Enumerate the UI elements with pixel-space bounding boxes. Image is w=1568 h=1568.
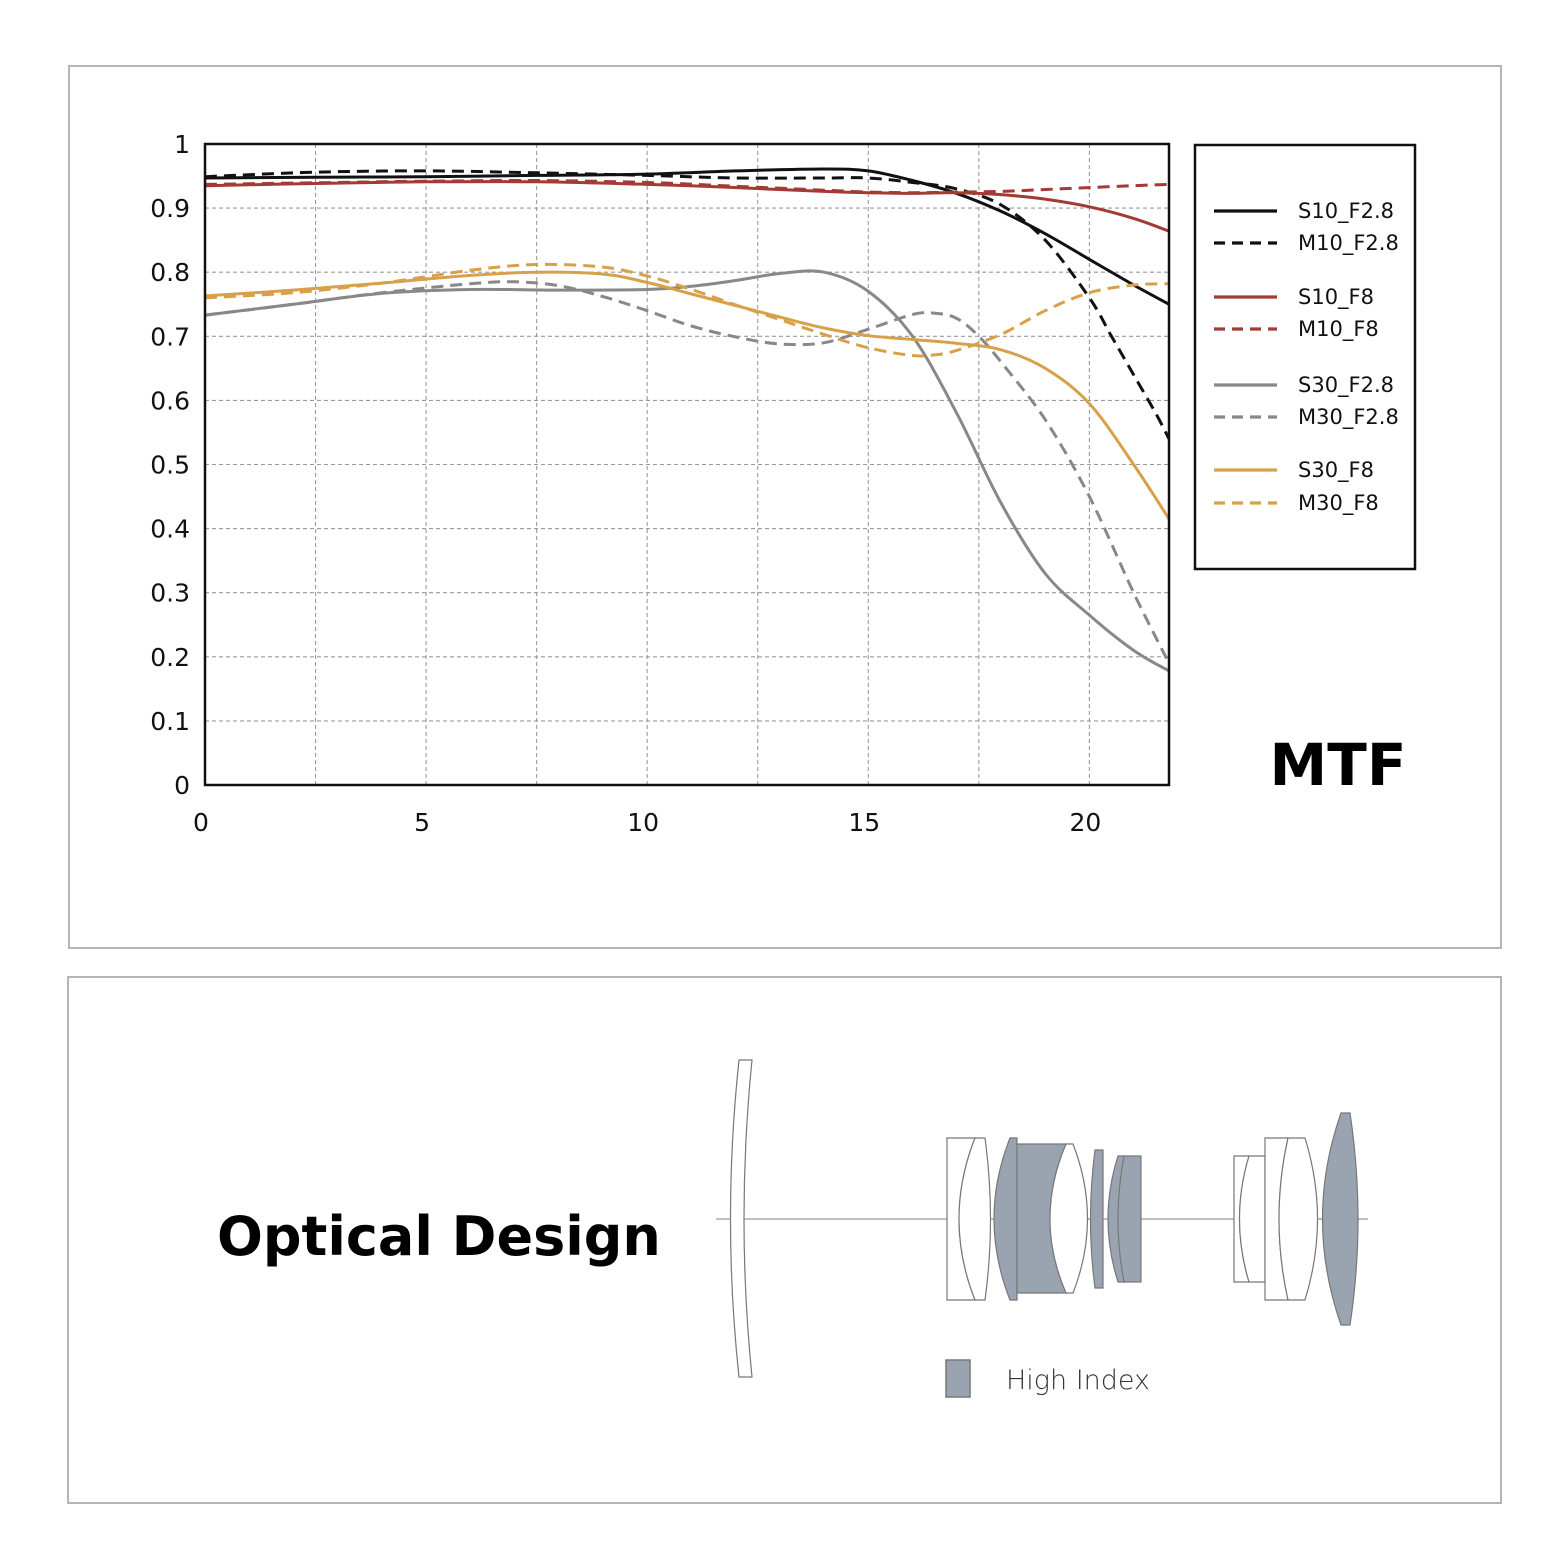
y-tick-label: 0.6 [150,386,190,415]
optical-design-title: Optical Design [217,1205,661,1268]
series-line-s30-f2-8 [204,269,1170,673]
y-tick-label: 1 [174,130,190,159]
series-line-m10-f2-8 [204,169,1171,440]
y-tick-label: 0.2 [150,643,190,672]
y-tick-label: 0.3 [150,579,190,608]
high-index-swatch [945,1359,971,1398]
legend-label: M30_F8 [1298,491,1379,516]
legend-label: S30_F8 [1298,458,1374,483]
legend-label: M10_F8 [1298,317,1379,342]
chart-curves [204,167,1171,673]
high-index-label: High Index [1006,1365,1150,1396]
y-tick-label: 0 [174,771,190,800]
x-tick-label: 10 [627,808,659,837]
lens-diagram: High Index [716,1059,1368,1398]
lens-element-9-high-index [1117,1155,1142,1283]
x-tick-label: 20 [1069,808,1101,837]
series-line-s30-f8 [204,270,1171,520]
y-tick-label: 0.5 [150,451,190,480]
legend-label: S30_F2.8 [1298,373,1394,398]
x-tick-label: 0 [193,808,209,837]
legend-box [1193,143,1417,571]
lens-element-4-high-index [993,1137,1018,1301]
y-tick-label: 0.8 [150,258,190,287]
lens-element-1 [729,1059,753,1378]
plot-frame [203,142,1171,787]
chart-title: MTF [1270,731,1407,799]
legend-label: S10_F2.8 [1298,199,1394,224]
x-tick-label: 5 [414,808,430,837]
lens-element-7-high-index [1089,1149,1104,1289]
y-tick-label: 0.7 [150,322,190,351]
legend-label: M10_F2.8 [1298,231,1399,256]
series-line-m30-f8 [204,262,1170,358]
legend-label: S10_F8 [1298,285,1374,310]
series-line-s10-f2-8 [204,167,1170,306]
series-line-m10-f8 [204,178,1170,195]
lens-element-14-high-index [1321,1112,1359,1326]
x-axis-ticks: 0 5 10 15 20 [193,808,1101,837]
y-tick-label: 0.1 [150,707,190,736]
y-axis-ticks: 0 0.1 0.2 0.3 0.4 0.5 0.6 0.7 0.8 0.9 1 [150,130,190,800]
x-tick-label: 15 [848,808,880,837]
lens-element-6 [1049,1143,1089,1294]
chart-grid [205,144,1169,785]
series-line-m30-f2-8 [204,280,1171,664]
lens-element-3 [958,1137,992,1301]
y-tick-label: 0.9 [150,194,190,223]
lens-element-11 [1238,1155,1266,1283]
chart-legend: S10_F2.8 M10_F2.8 S10_F8 M10_F8 S30_F2.8 M30_… [1214,199,1399,516]
y-tick-label: 0.4 [150,515,190,544]
legend-label: M30_F2.8 [1298,405,1399,430]
lens-element-13 [1278,1137,1319,1301]
